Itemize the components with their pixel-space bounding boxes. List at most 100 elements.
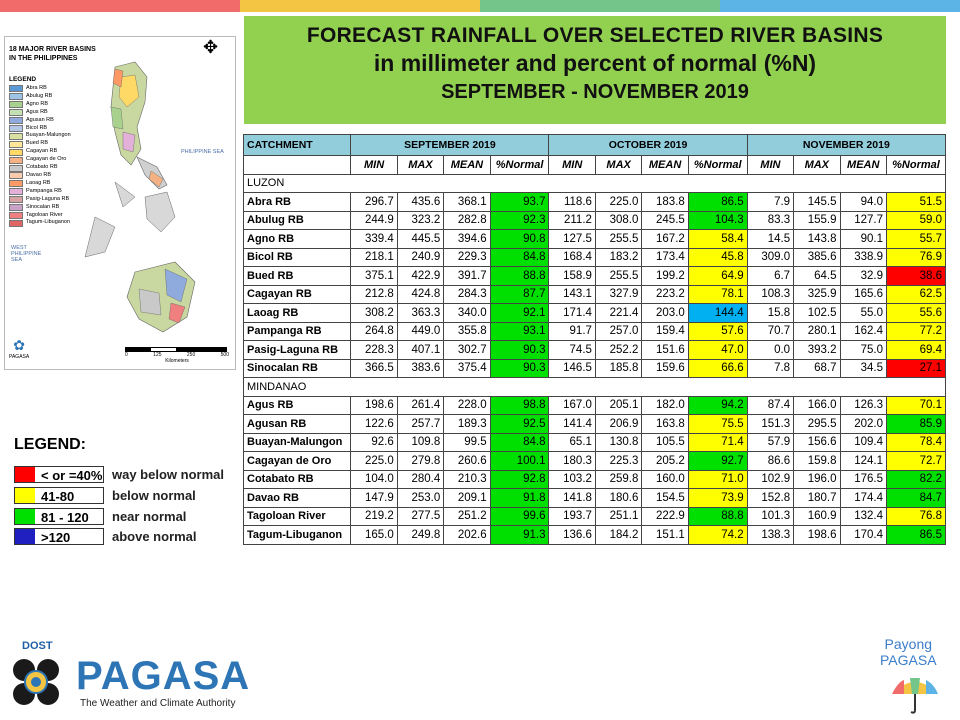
region-label: LUZON [243,173,946,193]
rainfall-value-cell: 245.5 [641,210,689,230]
rainfall-value-cell: 146.5 [548,358,596,378]
rainfall-value-cell: 394.6 [443,229,491,249]
percent-normal-cell: 76.8 [885,506,947,526]
rainfall-value-cell: 240.9 [396,247,445,267]
rainfall-value-cell: 211.2 [548,210,596,230]
rainfall-value-cell: 264.8 [350,321,398,341]
map-title-line2: IN THE PHILIPPINES [9,55,78,62]
table-row: Agno RB 339.4 445.5 394.6 90.8 127.5 255.5 167.… [242,229,947,249]
scale-tick: 500 [220,352,229,358]
table-header-stats: MIN MAX MEAN %Normal MIN MAX MEAN %Normal MIN MAX… [242,155,947,175]
rainfall-value-cell: 277.5 [396,506,445,526]
map-legend-item: Sinocalan RB [9,204,71,212]
legend-title: LEGEND: [14,436,86,453]
map-legend-swatch [9,219,23,227]
map-legend-swatch [9,109,23,117]
catchment-name: Davao RB [242,488,352,508]
rainfall-value-cell: 407.1 [396,340,445,360]
rainfall-value-cell: 160.9 [793,506,841,526]
rainfall-value-cell: 163.8 [641,414,689,434]
rainfall-value-cell: 167.0 [548,395,596,415]
rainfall-value-cell: 259.8 [594,469,643,489]
rainfall-value-cell: 64.5 [793,266,841,286]
rainfall-value-cell: 282.8 [443,210,491,230]
map-legend-item: Cagayan de Oro [9,156,71,164]
percent-normal-cell: 69.4 [885,340,947,360]
rainfall-value-cell: 203.0 [641,303,689,323]
rainfall-value-cell: 212.8 [350,284,398,304]
catchment-name: Agusan RB [242,414,352,434]
rainfall-value-cell: 105.5 [641,432,689,452]
table-row: Abra RB 296.7 435.6 368.1 93.7 118.6 225.0 183.… [242,192,947,212]
pagasa-wordmark: PAGASA [76,654,251,698]
rainfall-value-cell: 127.7 [839,210,887,230]
rainfall-value-cell: 202.6 [443,525,491,545]
percent-normal-cell: 91.8 [489,488,550,508]
rainfall-value-cell: 156.6 [793,432,841,452]
rainfall-value-cell: 422.9 [396,266,445,286]
catchment-name: Buayan-Malungon [242,432,352,452]
table-row: Pampanga RB 264.8 449.0 355.8 93.1 91.7 257.0 1… [242,321,947,341]
rainfall-value-cell: 91.7 [548,321,596,341]
rainfall-value-cell: 15.8 [746,303,795,323]
map-legend-swatch [9,204,23,212]
map-legend-item: Davao RB [9,172,71,180]
payong-line2: PAGASA [880,652,937,668]
table-row: Sinocalan RB 366.5 383.6 375.4 90.3 146.5 185.… [242,358,947,378]
rainfall-value-cell: 228.3 [350,340,398,360]
percent-normal-cell: 64.9 [687,266,748,286]
rainfall-value-cell: 174.4 [839,488,887,508]
rainfall-value-cell: 368.1 [443,192,491,212]
map-legend-label: Agno RB [26,100,49,107]
rainfall-value-cell: 257.0 [594,321,643,341]
map-legend-label: Bicol RB [26,124,48,131]
rainfall-value-cell: 280.4 [396,469,445,489]
rainfall-value-cell: 255.5 [594,266,643,286]
table-row: Bicol RB 218.1 240.9 229.3 84.8 168.4 183.2 173… [242,247,947,267]
percent-normal-cell: 86.5 [885,525,947,545]
rainfall-value-cell: 70.7 [746,321,795,341]
rainfall-value-cell: 94.0 [839,192,887,212]
rainfall-value-cell: 218.1 [350,247,398,267]
rainfall-value-cell: 257.7 [396,414,445,434]
percent-normal-cell: 99.6 [489,506,550,526]
catchment-name: Cagayan de Oro [242,451,352,471]
rainfall-table: CATCHMENT SEPTEMBER 2019 OCTOBER 2019 NOVEM… [242,134,947,545]
rainfall-value-cell: 184.2 [594,525,643,545]
rainfall-value-cell: 244.9 [350,210,398,230]
rainfall-value-cell: 363.3 [396,303,445,323]
top-bar-segment-yellow [240,0,480,12]
stat-header: MAX [396,155,445,175]
rainfall-value-cell: 141.8 [548,488,596,508]
top-bar-segment-green [480,0,720,12]
legend-item: < or =40% way below normal [14,466,224,483]
stat-header: %Normal [489,155,550,175]
rainfall-value-cell: 104.0 [350,469,398,489]
legend-item: >120 above normal [14,528,197,545]
percent-normal-cell: 62.5 [885,284,947,304]
map-legend-item: Pasig-Laguna RB [9,196,71,204]
percent-normal-cell: 93.1 [489,321,550,341]
map-legend-item: Agus RB [9,109,71,117]
rainfall-value-cell: 225.3 [594,451,643,471]
river-basin-map: 18 MAJOR RIVER BASINS IN THE PHILIPPINES… [4,36,236,370]
rainfall-value-cell: 249.8 [396,525,445,545]
rainfall-value-cell: 109.4 [839,432,887,452]
rainfall-value-cell: 180.3 [548,451,596,471]
sea-label-east: PHILIPPINE SEA [181,149,224,155]
map-legend-item: Tagum-Libuganon [9,219,71,227]
map-legend-label: Cotabato RB [26,164,58,171]
rainfall-value-cell: 251.1 [594,506,643,526]
rainfall-value-cell: 251.2 [443,506,491,526]
month-header: NOVEMBER 2019 [746,134,947,156]
table-row: Buayan-Malungon 92.6 109.8 99.5 84.8 65.1 130.… [242,432,947,452]
catchment-name: Agno RB [242,229,352,249]
percent-normal-cell: 92.5 [489,414,550,434]
table-row: Tagum-Libuganon 165.0 249.8 202.6 91.3 136.6 1… [242,525,947,545]
legend-item: 81 - 120 near normal [14,508,186,525]
rainfall-value-cell: 86.6 [746,451,795,471]
rainfall-value-cell: 145.5 [793,192,841,212]
rainfall-value-cell: 101.3 [746,506,795,526]
rainfall-value-cell: 366.5 [350,358,398,378]
map-scale-bar: 0 125 250 500 Kilometers [125,347,229,364]
